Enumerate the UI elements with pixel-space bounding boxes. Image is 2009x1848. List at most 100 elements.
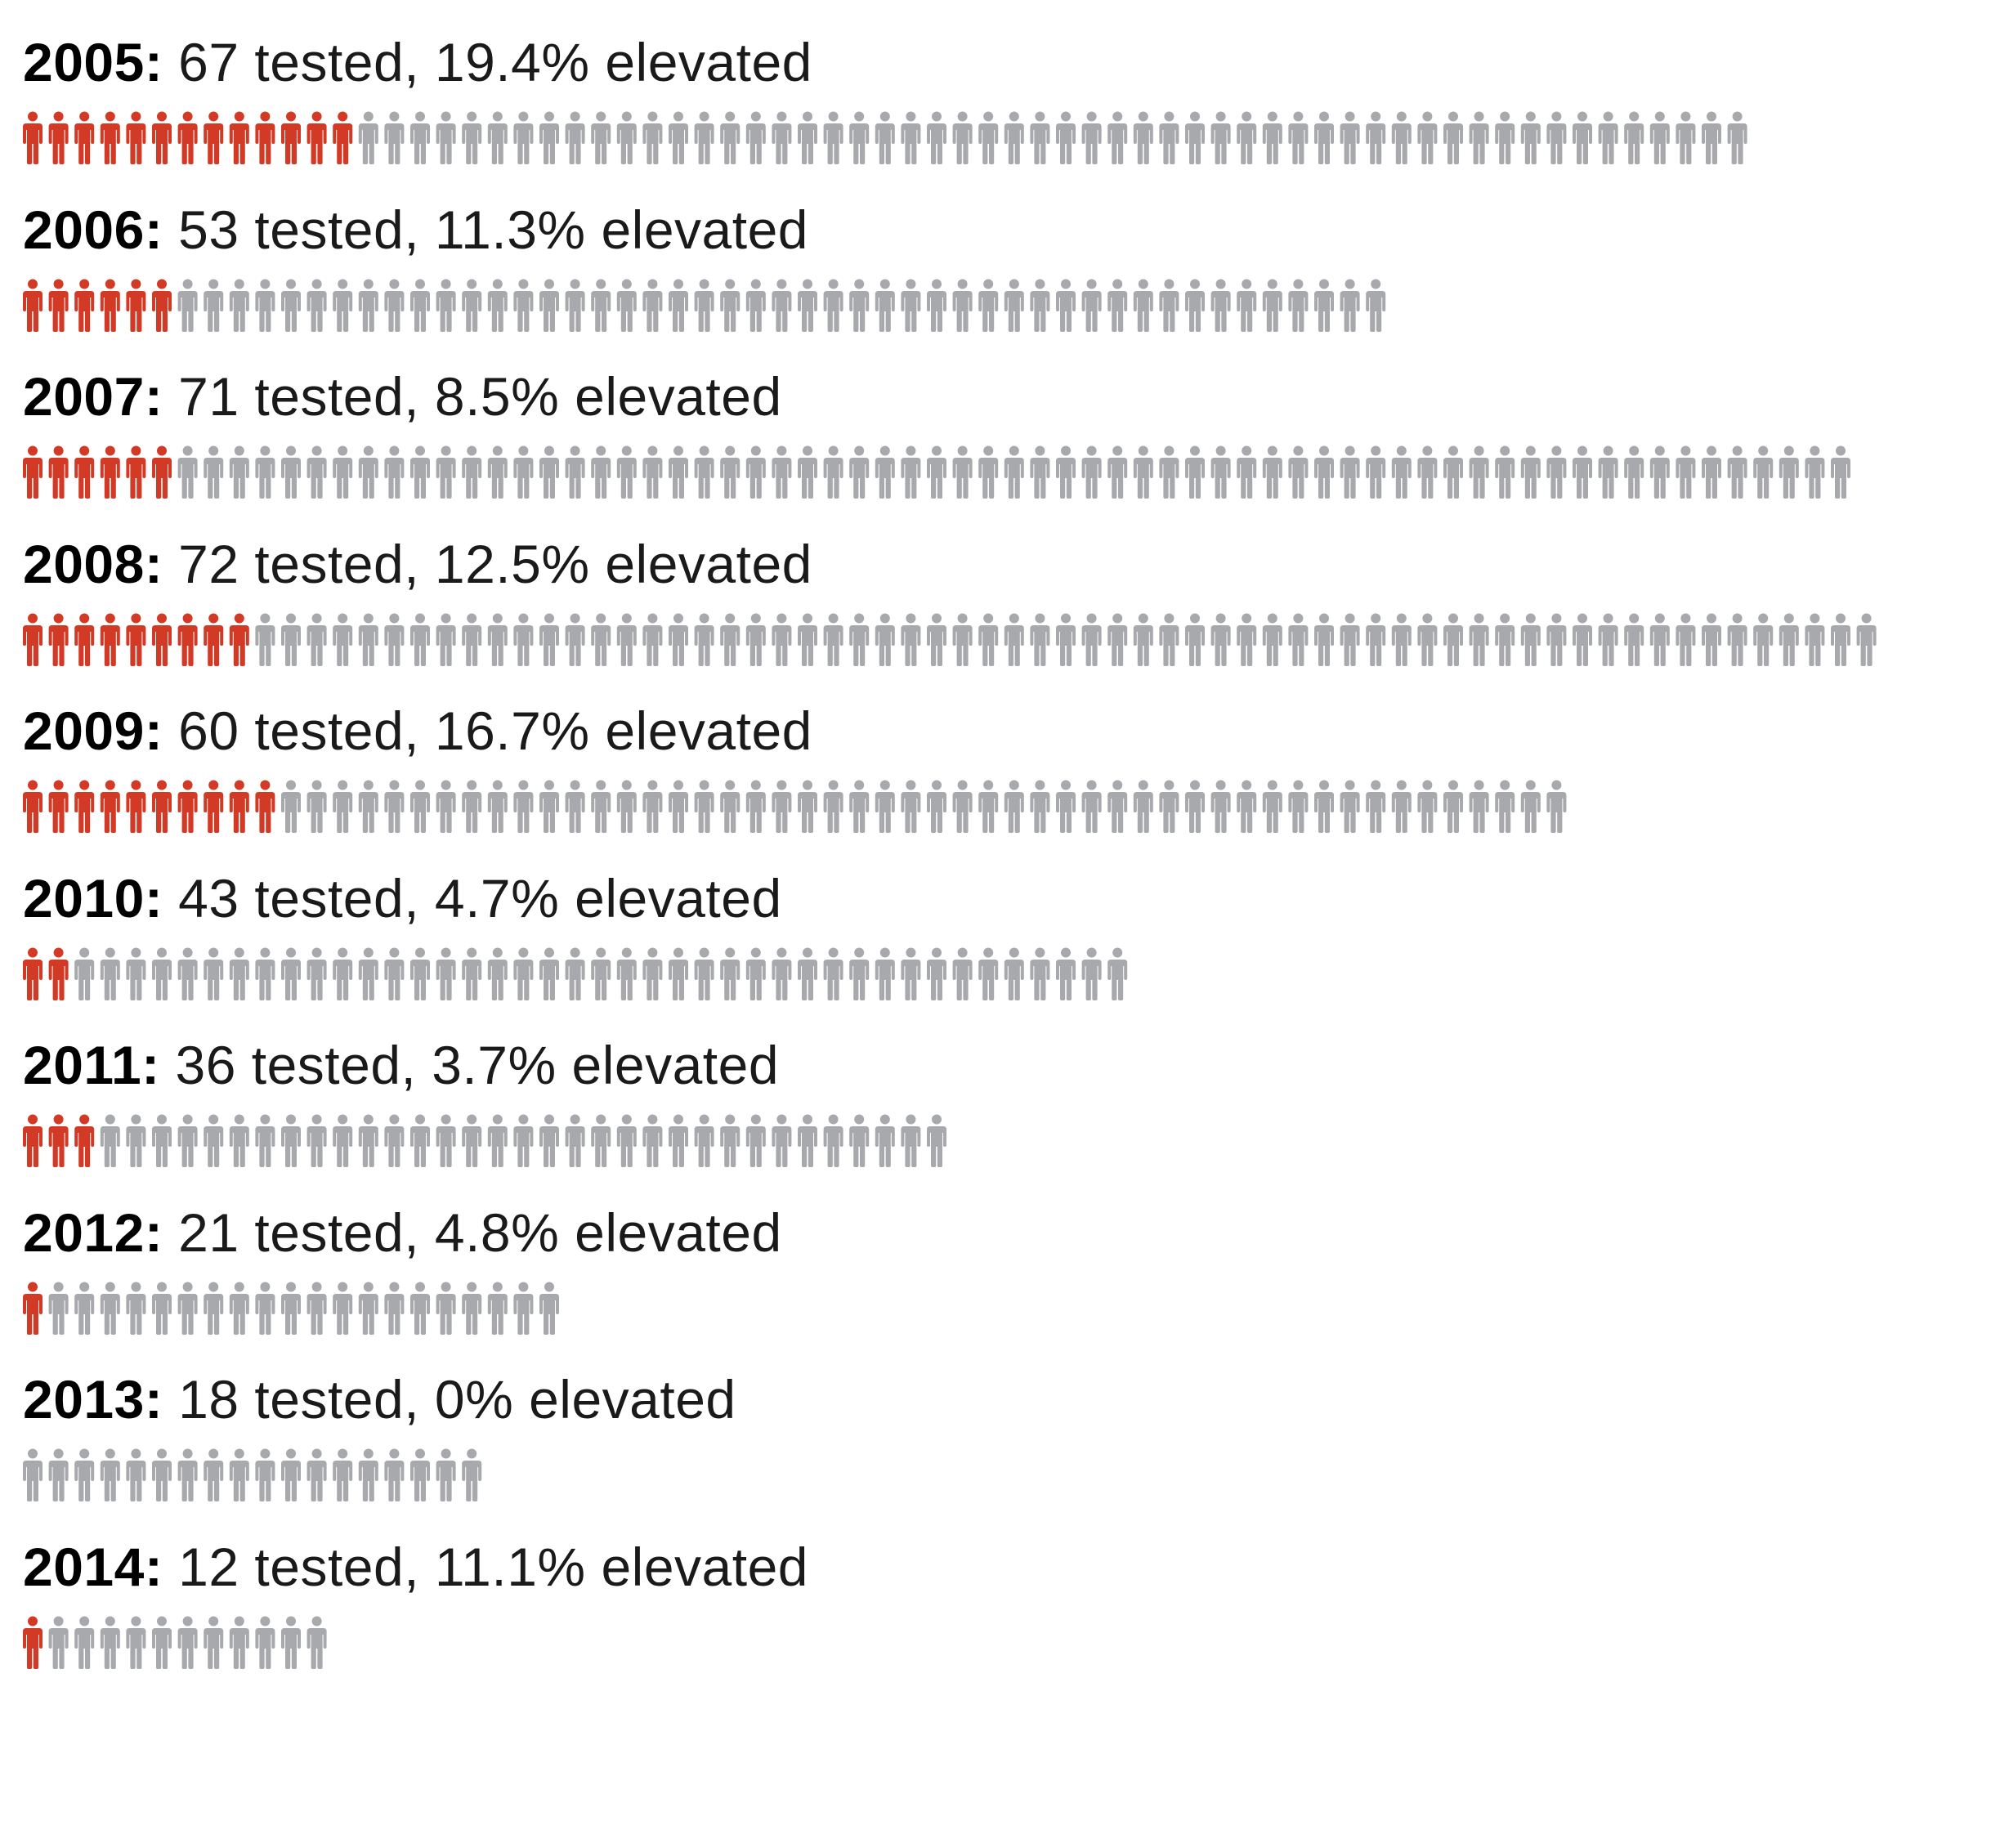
person-icon-elevated [74,279,95,332]
person-icon [384,279,405,332]
person-icon-row [23,1616,327,1669]
person-icon [100,1114,120,1167]
person-icon [539,780,559,833]
person-icon [1779,613,1799,666]
person-icon [1030,111,1050,164]
person-icon-elevated [177,111,198,164]
person-icon [642,279,663,332]
person-icon [1004,947,1024,1000]
person-icon [798,279,817,332]
person-icon [462,947,482,1000]
person-icon [1081,279,1102,332]
person-icon [462,780,482,833]
row-label: 2013: 18 tested, 0% elevated [23,1367,736,1432]
person-icon [823,780,843,833]
person-icon-elevated [126,613,146,666]
person-icon [694,111,714,164]
person-icon [462,1448,482,1501]
person-icon [1237,780,1257,833]
year-label: 2007: [23,366,163,427]
person-icon [333,1448,353,1501]
person-icon [1030,613,1050,666]
person-icon [1314,613,1334,666]
year-label: 2012: [23,1201,163,1263]
person-icon [1469,111,1489,164]
person-icon [1340,445,1360,499]
person-icon [1469,780,1489,833]
person-icon [1056,111,1076,164]
person-icon [1056,613,1076,666]
person-icon-elevated [152,613,172,666]
person-icon [1649,111,1670,164]
year-label: 2005: [23,32,163,92]
person-icon [616,445,637,499]
year-label: 2006: [23,199,163,260]
person-icon [1133,445,1153,499]
person-icon [1314,279,1334,332]
person-icon [1856,613,1877,666]
person-icon [255,1616,275,1669]
person-icon [1107,445,1128,499]
person-icon [1702,445,1721,499]
person-icon-elevated [23,613,43,666]
person-icon [927,947,946,1000]
person-icon [1185,445,1205,499]
person-icon [669,445,688,499]
person-icon [462,1114,482,1167]
person-icon [745,445,766,499]
person-icon [1004,613,1024,666]
person-icon-elevated [229,613,249,666]
person-icon [229,1114,249,1167]
person-icon-elevated [23,279,43,332]
person-icon [1185,780,1205,833]
person-icon [694,947,714,1000]
person-icon [255,445,275,499]
person-icon [1676,445,1696,499]
person-icon [591,947,611,1000]
person-icon [1030,279,1050,332]
person-icon-elevated [74,111,95,164]
person-icon [100,1448,120,1501]
person-icon [1624,445,1644,499]
person-icon [281,613,301,666]
person-icon [1107,613,1128,666]
person-icon [462,111,482,164]
person-icon [798,947,817,1000]
person-icon [358,1282,378,1335]
person-icon-elevated [204,780,224,833]
person-icon [281,445,301,499]
person-icon [333,780,353,833]
person-icon [1056,445,1076,499]
person-icon [694,613,714,666]
person-icon [1391,613,1412,666]
person-icon [410,780,430,833]
person-icon [616,1114,637,1167]
person-icon [410,111,430,164]
person-icon [720,445,741,499]
person-icon-elevated [48,947,69,1000]
person-icon [462,1282,482,1335]
person-icon [436,1448,456,1501]
person-icon-row [23,111,1747,164]
person-icon [306,613,327,666]
person-icon [1366,445,1386,499]
person-icon [487,279,508,332]
person-icon [152,947,172,1000]
person-icon [823,445,843,499]
person-icon [849,1114,870,1167]
person-icon [1391,445,1412,499]
person-icon [255,1114,275,1167]
person-icon-elevated [23,445,43,499]
person-icon [1520,613,1541,666]
person-icon-elevated [23,947,43,1000]
person-icon [487,947,508,1000]
person-icon [952,947,973,1000]
person-icon [669,279,688,332]
person-icon-elevated [152,111,172,164]
person-icon [358,279,378,332]
person-icon-elevated [48,613,69,666]
row-label: 2006: 53 tested, 11.3% elevated [23,197,808,262]
person-icon [384,111,405,164]
person-icon [1624,111,1644,164]
person-icon-elevated [23,111,43,164]
